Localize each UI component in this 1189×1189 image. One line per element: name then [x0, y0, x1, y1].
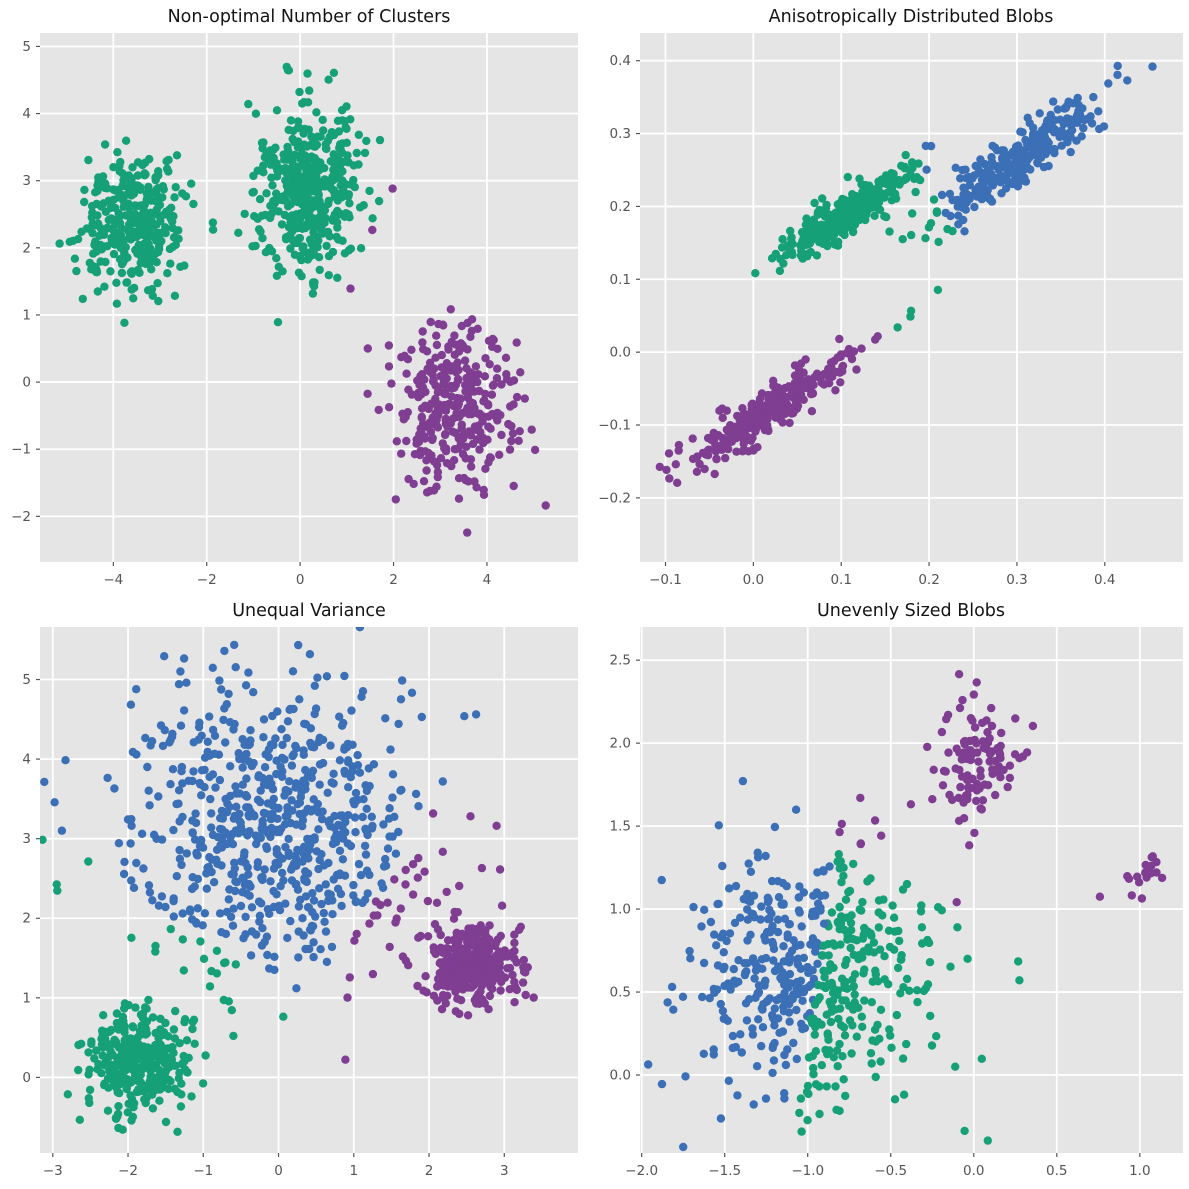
- subplot-anisotropic-blobs: −0.1 0.0 0.1 0.2 0.3 0.4 −0.2 −0.1 0.0 0.1 0.2 0.3 0…: [598, 7, 1183, 588]
- y-tick-label: 1: [22, 307, 31, 323]
- subplot-title-unequal-variance: Unequal Variance: [232, 601, 386, 621]
- y-tick-label: 4: [22, 106, 31, 122]
- y-tick-label: 2.5: [610, 653, 631, 669]
- y-tick-label: 2: [22, 911, 31, 927]
- x-tick-label: 0.0: [963, 1163, 984, 1179]
- scatter-points: [40, 627, 538, 1137]
- y-tick-label: −1: [11, 442, 31, 458]
- y-tick-label: 0.4: [610, 53, 631, 69]
- y-tick-label: −2: [11, 509, 31, 525]
- y-tick-label: 3: [22, 831, 31, 847]
- x-tick-label: −2.0: [625, 1163, 658, 1179]
- x-tick-label: −1: [193, 1163, 213, 1179]
- y-tick-label: 0.0: [610, 345, 631, 361]
- y-tick-label: 0.3: [610, 126, 631, 142]
- x-tick-label: 2: [389, 572, 398, 588]
- x-tick-label: 0.0: [743, 572, 764, 588]
- x-tick-label: −0.1: [649, 572, 682, 588]
- subplot-title-non-optimal: Non-optimal Number of Clusters: [168, 7, 451, 27]
- y-tick-label: 1.0: [610, 902, 631, 918]
- y-tick-label: 1: [22, 990, 31, 1006]
- x-tick-label: −3: [43, 1163, 63, 1179]
- scatter-points: [655, 61, 1157, 487]
- scatter-points: [55, 62, 550, 537]
- y-tick-label: 2: [22, 240, 31, 256]
- subplot-unequal-variance: −3 −2 −1 0 1 2 3 0 1 2 3 4 5 Unequal Variance: [22, 601, 578, 1179]
- x-tick-label: −2: [197, 572, 217, 588]
- x-tick-label: 3: [500, 1163, 509, 1179]
- x-tick-label: 0.1: [830, 572, 851, 588]
- y-tick-label: 2.0: [610, 736, 631, 752]
- y-tick-label: −0.2: [598, 490, 631, 506]
- x-tick-label: 4: [483, 572, 492, 588]
- y-tick-label: −0.1: [598, 418, 631, 434]
- y-tick-label: 0.0: [610, 1068, 631, 1084]
- y-tick-label: 1.5: [610, 819, 631, 835]
- subplot-title-unevenly-sized: Unevenly Sized Blobs: [817, 601, 1005, 621]
- x-tick-label: 1.0: [1129, 1163, 1150, 1179]
- y-tick-label: 0.5: [610, 985, 631, 1001]
- x-tick-label: 0.5: [1046, 1163, 1067, 1179]
- y-tick-label: 0: [22, 375, 31, 391]
- scatter-points: [644, 670, 1167, 1152]
- x-tick-label: −0.5: [874, 1163, 907, 1179]
- y-tick-label: 0.1: [610, 272, 631, 288]
- x-tick-label: −1.5: [708, 1163, 741, 1179]
- y-tick-label: 5: [22, 672, 31, 688]
- x-tick-label: 1: [349, 1163, 358, 1179]
- y-tick-label: 3: [22, 173, 31, 189]
- x-tick-label: −2: [118, 1163, 138, 1179]
- x-tick-label: 0.4: [1094, 572, 1115, 588]
- x-tick-label: 0: [274, 1163, 283, 1179]
- subplot-unevenly-sized-blobs: −2.0 −1.5 −1.0 −0.5 0.0 0.5 1.0 0.0 0.5 1.0 1.5 2.0…: [610, 601, 1183, 1179]
- y-tick-label: 4: [22, 752, 31, 768]
- subplot-title-anisotropic: Anisotropically Distributed Blobs: [769, 7, 1054, 27]
- x-tick-label: 0.2: [918, 572, 939, 588]
- y-tick-label: 5: [22, 39, 31, 55]
- y-tick-label: 0: [22, 1070, 31, 1086]
- x-tick-label: 2: [425, 1163, 434, 1179]
- x-tick-label: −1.0: [791, 1163, 824, 1179]
- subplot-non-optimal-clusters: −4 −2 0 2 4 −2 −1 0 1 2 3 4 5 Non-optimal Number of …: [11, 7, 578, 588]
- x-tick-label: 0: [296, 572, 305, 588]
- x-tick-label: −4: [103, 572, 123, 588]
- y-tick-label: 0.2: [610, 199, 631, 215]
- x-tick-label: 0.3: [1006, 572, 1027, 588]
